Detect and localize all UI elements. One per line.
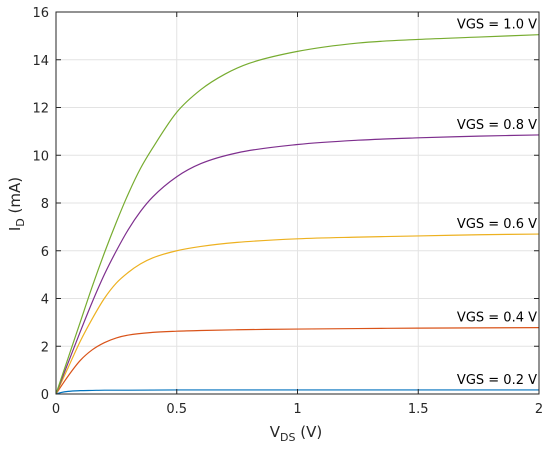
x-tick-label: 1 (293, 402, 301, 417)
y-tick-label: 0 (41, 388, 49, 403)
y-tick-label: 6 (41, 245, 49, 260)
series-line-2 (55, 233, 540, 395)
series-label-0: VGS = 0.2 V (457, 373, 537, 388)
x-axis-label-subscript: DS (280, 431, 295, 444)
y-tick-label: 14 (32, 54, 49, 69)
x-axis-label-unit: (V) (295, 423, 322, 441)
y-tick-label: 16 (32, 6, 49, 21)
series-label-2: VGS = 0.6 V (457, 217, 537, 232)
series-line-0 (55, 389, 539, 395)
y-tick-label: 12 (32, 102, 49, 117)
y-tick-label: 10 (32, 149, 49, 164)
x-tick-label: 1.5 (408, 402, 429, 417)
y-tick-label: 2 (41, 340, 49, 355)
x-axis-label: VDS (V) (270, 423, 322, 444)
y-tick-label: 8 (41, 197, 49, 212)
y-axis-label: ID (mA) (6, 177, 27, 231)
x-tick-label: 0.5 (166, 402, 187, 417)
y-axis-label-main: I (6, 227, 24, 231)
x-tick-label: 0 (52, 402, 60, 417)
tick-marks (55, 11, 540, 395)
y-tick-label: 4 (41, 293, 49, 308)
series-label-3: VGS = 0.8 V (457, 118, 537, 133)
series-line-4 (55, 34, 540, 395)
series-line-3 (55, 134, 540, 395)
y-axis-label-unit: (mA) (6, 177, 24, 218)
grid (55, 11, 540, 395)
series-layer (55, 34, 540, 395)
series-line-1 (55, 327, 540, 395)
x-axis-label-main: V (270, 423, 281, 441)
series-label-4: VGS = 1.0 V (457, 18, 537, 33)
tick-labels: 0 0.5 1 1.5 2 0 2 4 6 8 10 12 14 16 (32, 6, 543, 417)
x-tick-label: 2 (535, 402, 543, 417)
series-labels: VGS = 0.2 V VGS = 0.4 V VGS = 0.6 V VGS = 0… (457, 18, 537, 388)
y-axis-label-subscript: D (14, 218, 27, 226)
series-label-1: VGS = 0.4 V (457, 311, 537, 326)
